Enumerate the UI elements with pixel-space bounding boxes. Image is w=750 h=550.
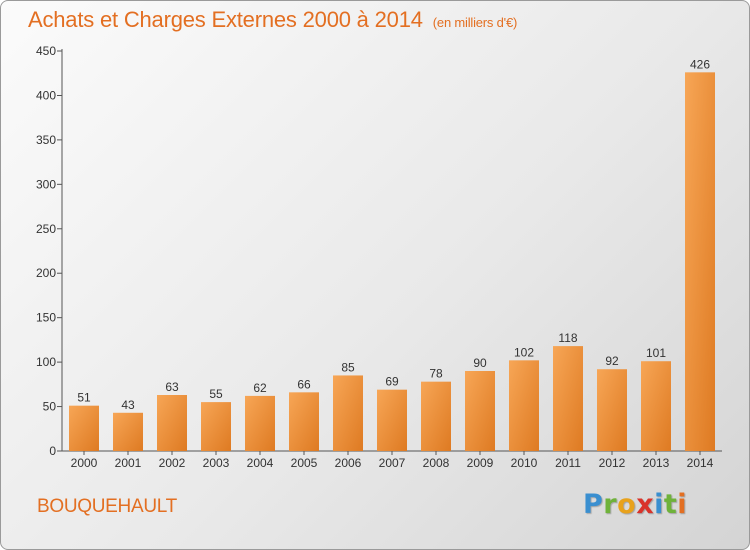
y-tick-label: 200 (36, 266, 56, 280)
bar (641, 361, 671, 451)
bar (201, 402, 231, 451)
x-tick-label: 2001 (115, 456, 142, 470)
x-tick-label: 2006 (335, 456, 362, 470)
bar (509, 360, 539, 451)
x-tick-label: 2010 (511, 456, 538, 470)
logo-letter: o (617, 489, 637, 520)
bar-value-label: 51 (77, 391, 91, 405)
commune-name: BOUQUEHAULT (37, 496, 177, 517)
y-tick-label: 250 (36, 222, 56, 236)
x-tick-label: 2005 (291, 456, 318, 470)
bar (289, 392, 319, 451)
proxiti-logo: Proxiti (583, 489, 687, 520)
bar-value-label: 90 (473, 356, 487, 370)
bar-value-label: 85 (341, 360, 355, 374)
x-tick-label: 2014 (687, 456, 714, 470)
bar (113, 412, 143, 451)
bar-value-label: 63 (165, 380, 179, 394)
bar-value-label: 101 (646, 346, 666, 360)
x-tick-label: 2003 (203, 456, 230, 470)
bar (157, 395, 187, 451)
bar-value-label: 62 (253, 381, 267, 395)
bar-value-label: 55 (209, 387, 223, 401)
x-tick-label: 2002 (159, 456, 186, 470)
bar (597, 369, 627, 451)
bar-value-label: 69 (385, 375, 399, 389)
unit-note: (en milliers d'€) (432, 15, 518, 30)
logo-letter: r (603, 489, 618, 520)
bar (69, 405, 99, 451)
chart-title-text: Achats et Charges Externes 2000 à 2014 (28, 7, 423, 32)
bar (685, 72, 715, 451)
bar-value-label: 118 (558, 331, 577, 345)
y-tick-label: 300 (36, 177, 56, 191)
logo-letter: x (636, 489, 655, 520)
logo-letter: i (654, 489, 664, 520)
y-tick-label: 50 (43, 400, 57, 414)
logo-letter: P (583, 489, 604, 520)
x-tick-label: 2009 (467, 456, 494, 470)
x-tick-label: 2004 (247, 456, 274, 470)
y-tick-label: 450 (36, 44, 56, 58)
bar-value-label: 66 (297, 377, 311, 391)
bars (69, 72, 715, 451)
x-tick-label: 2008 (423, 456, 450, 470)
x-tick-label: 2013 (643, 456, 670, 470)
bar (421, 381, 451, 451)
y-tick-label: 0 (49, 444, 56, 458)
x-tick-label: 2012 (599, 456, 626, 470)
x-tick-label: 2000 (71, 456, 98, 470)
bar-value-label: 43 (121, 398, 135, 412)
bar-value-label: 426 (690, 57, 710, 71)
bar (553, 346, 583, 451)
y-tick-label: 350 (36, 133, 56, 147)
x-tick-label: 2007 (379, 456, 406, 470)
y-tick-label: 100 (36, 355, 56, 369)
y-tick-label: 150 (36, 311, 56, 325)
x-tick-label: 2011 (555, 456, 581, 470)
logo-letter: t (663, 489, 678, 520)
bar-value-label: 78 (429, 367, 443, 381)
labels: 51 2000 43 2001 63 2002 55 2003 62 2004 66 2005 85 20… (71, 57, 714, 470)
bar (465, 371, 495, 451)
chart-title: Achats et Charges Externes 2000 à 2014 (e… (28, 7, 517, 33)
bar (333, 375, 363, 451)
bar-value-label: 92 (605, 354, 619, 368)
bar (377, 389, 407, 451)
bar-value-label: 102 (514, 345, 534, 359)
logo-letter: i (677, 489, 688, 520)
bar (245, 395, 275, 451)
y-tick-label: 400 (36, 88, 56, 102)
